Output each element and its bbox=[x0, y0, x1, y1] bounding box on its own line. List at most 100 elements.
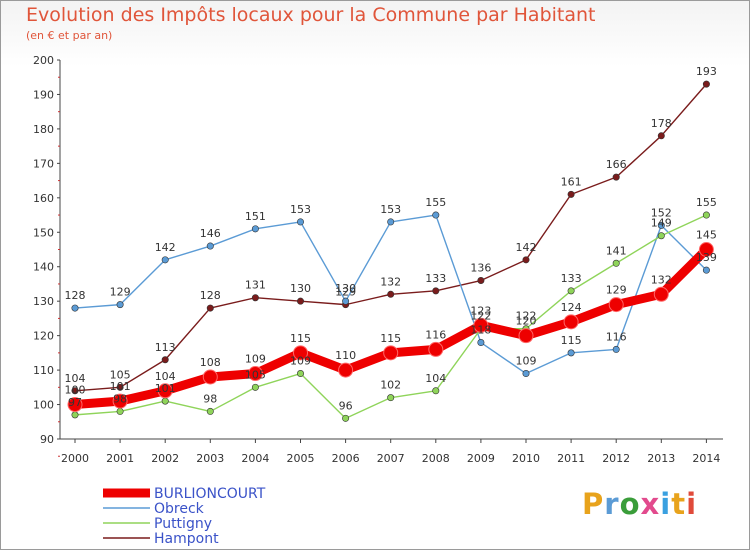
data-point bbox=[522, 370, 530, 378]
data-point bbox=[383, 345, 399, 361]
data-label: 146 bbox=[200, 227, 221, 240]
x-tick-label: 2004 bbox=[241, 452, 269, 465]
data-point bbox=[387, 394, 395, 402]
y-tick-label: 150 bbox=[33, 226, 54, 239]
data-label: 178 bbox=[651, 117, 672, 130]
x-tick-label: 2001 bbox=[106, 452, 134, 465]
data-point bbox=[157, 383, 173, 399]
axes: 90 100 110 120 130 140 150 160 170 180 190 200 2000 2… bbox=[33, 54, 723, 465]
data-label: 131 bbox=[245, 279, 266, 292]
data-point bbox=[612, 173, 620, 181]
data-label: 193 bbox=[696, 65, 717, 78]
series-lines bbox=[67, 80, 714, 422]
data-point bbox=[702, 266, 710, 274]
x-tick-label: 2013 bbox=[647, 452, 675, 465]
x-tick-label: 2007 bbox=[377, 452, 405, 465]
y-tick-label: 200 bbox=[33, 54, 54, 67]
y-tick-label: 170 bbox=[33, 157, 54, 170]
data-point bbox=[161, 256, 169, 264]
data-point bbox=[251, 294, 259, 302]
data-label: 115 bbox=[380, 332, 401, 345]
data-point bbox=[657, 221, 665, 229]
data-point bbox=[522, 256, 530, 264]
proxiti-logo: Proxiti bbox=[582, 487, 697, 521]
data-label: 122 bbox=[516, 310, 537, 323]
data-label: 151 bbox=[245, 210, 266, 223]
data-point bbox=[567, 190, 575, 198]
logo-letter: t bbox=[671, 487, 687, 521]
data-label: 97 bbox=[68, 396, 82, 409]
data-point bbox=[608, 297, 624, 313]
data-label: 98 bbox=[113, 392, 127, 405]
data-label: 153 bbox=[290, 203, 311, 216]
y-tick-label: 160 bbox=[33, 192, 54, 205]
logo-letter: i bbox=[660, 487, 672, 521]
data-point bbox=[432, 387, 440, 395]
y-tick-label: 110 bbox=[33, 364, 54, 377]
x-tick-label: 2009 bbox=[467, 452, 495, 465]
data-point bbox=[202, 369, 218, 385]
data-label: 115 bbox=[290, 332, 311, 345]
data-point bbox=[567, 349, 575, 357]
data-point bbox=[206, 304, 214, 312]
data-label: 161 bbox=[561, 175, 582, 188]
data-point bbox=[247, 366, 263, 382]
data-label: 116 bbox=[425, 328, 446, 341]
data-label: 155 bbox=[425, 196, 446, 209]
data-label: 122 bbox=[470, 310, 491, 323]
data-label: 136 bbox=[470, 262, 491, 275]
data-point bbox=[251, 383, 259, 391]
data-label: 128 bbox=[65, 289, 86, 302]
data-label: 129 bbox=[335, 286, 356, 299]
data-label: 129 bbox=[110, 286, 131, 299]
data-point bbox=[206, 242, 214, 250]
data-label: 166 bbox=[606, 158, 627, 171]
data-label: 96 bbox=[339, 399, 353, 412]
data-label: 128 bbox=[200, 289, 221, 302]
data-point bbox=[698, 242, 714, 257]
data-point bbox=[387, 218, 395, 226]
data-label: 142 bbox=[155, 241, 176, 254]
data-label: 105 bbox=[110, 368, 131, 381]
data-label: 113 bbox=[155, 341, 176, 354]
data-point bbox=[432, 211, 440, 219]
data-label: 130 bbox=[290, 282, 311, 295]
data-point bbox=[428, 341, 444, 357]
data-label: 101 bbox=[155, 382, 176, 395]
data-label: 155 bbox=[696, 196, 717, 209]
data-point bbox=[612, 259, 620, 267]
x-tick-label: 2000 bbox=[61, 452, 89, 465]
y-tick-label: 100 bbox=[33, 399, 54, 412]
x-tick-label: 2011 bbox=[557, 452, 585, 465]
data-point bbox=[67, 397, 83, 413]
data-label: 115 bbox=[561, 334, 582, 347]
data-point bbox=[71, 304, 79, 312]
data-label: 116 bbox=[606, 330, 627, 343]
data-label: 129 bbox=[606, 284, 627, 297]
data-point bbox=[116, 407, 124, 415]
data-label: 149 bbox=[651, 217, 672, 230]
data-label: 102 bbox=[380, 379, 401, 392]
data-label: 100 bbox=[65, 384, 86, 397]
data-point bbox=[387, 290, 395, 298]
data-point bbox=[518, 328, 534, 344]
data-label: 118 bbox=[470, 324, 491, 337]
data-label: 133 bbox=[425, 272, 446, 285]
data-label: 123 bbox=[470, 304, 491, 317]
y-tick-label: 140 bbox=[33, 261, 54, 274]
data-label: 108 bbox=[200, 356, 221, 369]
data-label: 104 bbox=[155, 370, 176, 383]
data-label: 124 bbox=[561, 301, 582, 314]
data-label: 98 bbox=[203, 392, 217, 405]
data-point bbox=[432, 287, 440, 295]
data-label: 109 bbox=[245, 353, 266, 366]
data-point bbox=[477, 277, 485, 285]
legend-label: BURLIONCOURT bbox=[154, 486, 266, 502]
data-point bbox=[342, 297, 350, 305]
data-label: 109 bbox=[516, 355, 537, 368]
data-point bbox=[338, 362, 354, 378]
data-point bbox=[116, 383, 124, 391]
data-point bbox=[567, 287, 575, 295]
